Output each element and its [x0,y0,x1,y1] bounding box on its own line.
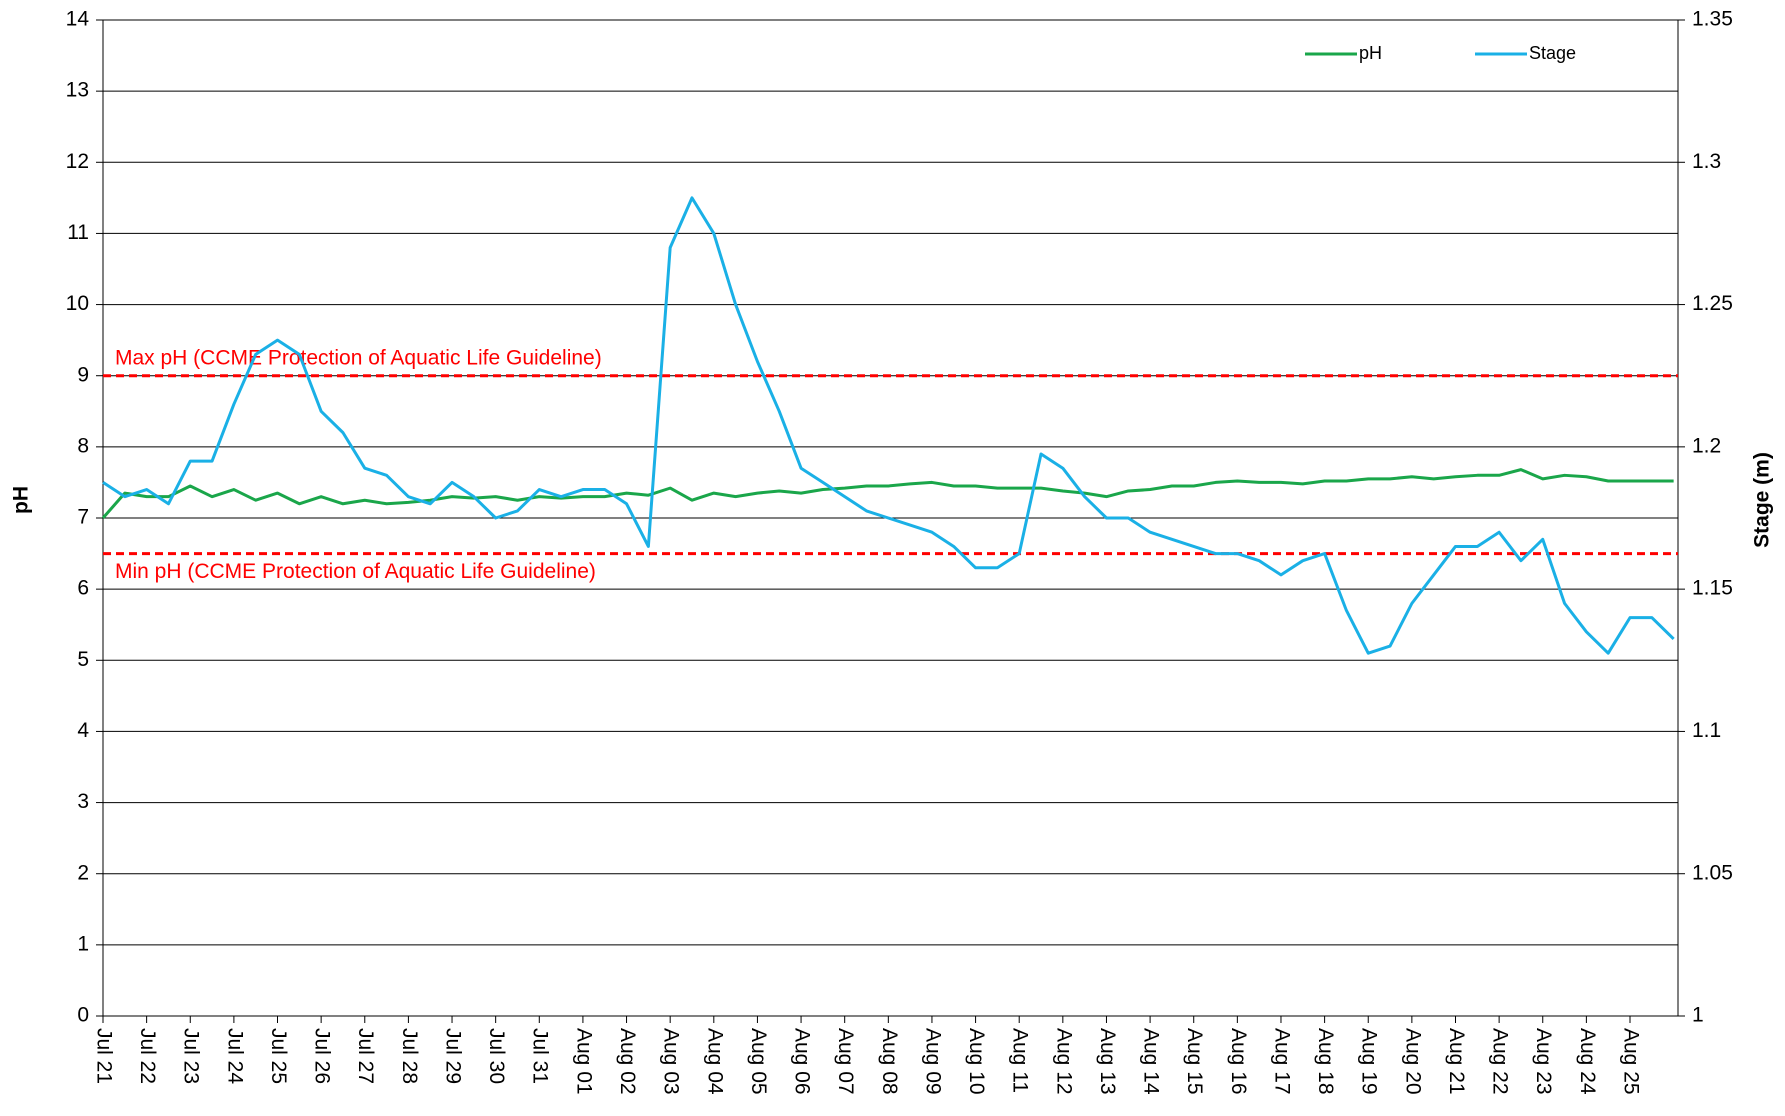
x-tick-label: Aug 21 [1445,1028,1468,1095]
x-tick-label: Jul 30 [485,1028,508,1084]
x-tick-label: Jul 23 [180,1028,203,1084]
y-tick-label: 0 [77,1004,89,1027]
x-tick-label: Aug 03 [660,1028,683,1095]
y2-tick-label: 1.05 [1692,861,1733,884]
y-tick-label: 1 [77,932,89,955]
reference-label: Min pH (CCME Protection of Aquatic Life … [115,560,596,583]
x-tick-label: Aug 06 [791,1028,814,1095]
x-tick-label: Aug 07 [834,1028,857,1095]
x-tick-label: Aug 19 [1358,1028,1381,1095]
x-tick-label: Aug 15 [1183,1028,1206,1095]
x-tick-label: Aug 12 [1052,1028,1075,1095]
y2-tick-label: 1.35 [1692,8,1733,31]
y-tick-label: 14 [66,8,90,31]
series-line [102,196,1675,655]
y-tick-label: 12 [66,150,89,173]
legend-label: pH [1359,43,1382,63]
x-tick-label: Aug 13 [1096,1028,1119,1095]
x-tick-label: Aug 24 [1576,1028,1599,1095]
y-tick-label: 2 [77,861,89,884]
y-tick-label: 3 [77,790,89,813]
x-tick-label: Aug 02 [616,1028,639,1095]
y-axis-title: pH [10,486,33,514]
x-tick-label: Jul 31 [529,1028,552,1084]
x-tick-label: Aug 17 [1270,1028,1293,1095]
x-tick-label: Jul 24 [223,1028,246,1084]
x-tick-label: Aug 16 [1227,1028,1250,1095]
legend-label: Stage [1529,43,1576,63]
x-tick-label: Aug 14 [1140,1028,1163,1095]
y2-tick-label: 1.3 [1692,150,1721,173]
x-tick-label: Aug 08 [878,1028,901,1095]
y-tick-label: 4 [77,719,89,742]
x-tick-label: Aug 11 [1009,1028,1032,1093]
x-tick-label: Jul 28 [398,1028,421,1084]
x-tick-label: Aug 25 [1619,1028,1642,1095]
y-tick-label: 8 [77,434,89,457]
y2-tick-label: 1.15 [1692,577,1733,600]
x-tick-label: Aug 22 [1489,1028,1512,1095]
x-tick-label: Aug 20 [1401,1028,1424,1095]
x-tick-label: Aug 18 [1314,1028,1337,1095]
x-tick-label: Jul 22 [136,1028,159,1084]
y-tick-label: 13 [66,79,89,102]
y-tick-label: 10 [66,292,89,315]
x-tick-label: Aug 09 [921,1028,944,1095]
series-line [101,468,1674,519]
x-tick-label: Aug 05 [747,1028,770,1095]
y-tick-label: 6 [77,577,89,600]
y2-tick-label: 1.1 [1692,719,1721,742]
y-tick-label: 5 [77,648,89,671]
x-tick-label: Jul 27 [354,1028,377,1084]
x-tick-label: Aug 23 [1532,1028,1555,1095]
x-tick-label: Jul 29 [441,1028,464,1084]
x-tick-label: Aug 04 [703,1028,726,1095]
y2-tick-label: 1 [1692,1004,1704,1027]
x-tick-label: Jul 25 [267,1028,290,1084]
y2-axis-title: Stage (m) [1751,452,1774,548]
x-tick-label: Aug 10 [965,1028,988,1095]
y-tick-label: 7 [77,506,89,529]
x-tick-label: Jul 26 [311,1028,334,1084]
y2-tick-label: 1.2 [1692,434,1721,457]
x-tick-label: Aug 01 [572,1028,595,1095]
reference-label: Max pH (CCME Protection of Aquatic Life … [115,346,602,369]
x-tick-label: Jul 21 [92,1028,115,1084]
y2-tick-label: 1.25 [1692,292,1733,315]
y-tick-label: 11 [67,221,89,244]
y-tick-label: 9 [77,363,89,386]
